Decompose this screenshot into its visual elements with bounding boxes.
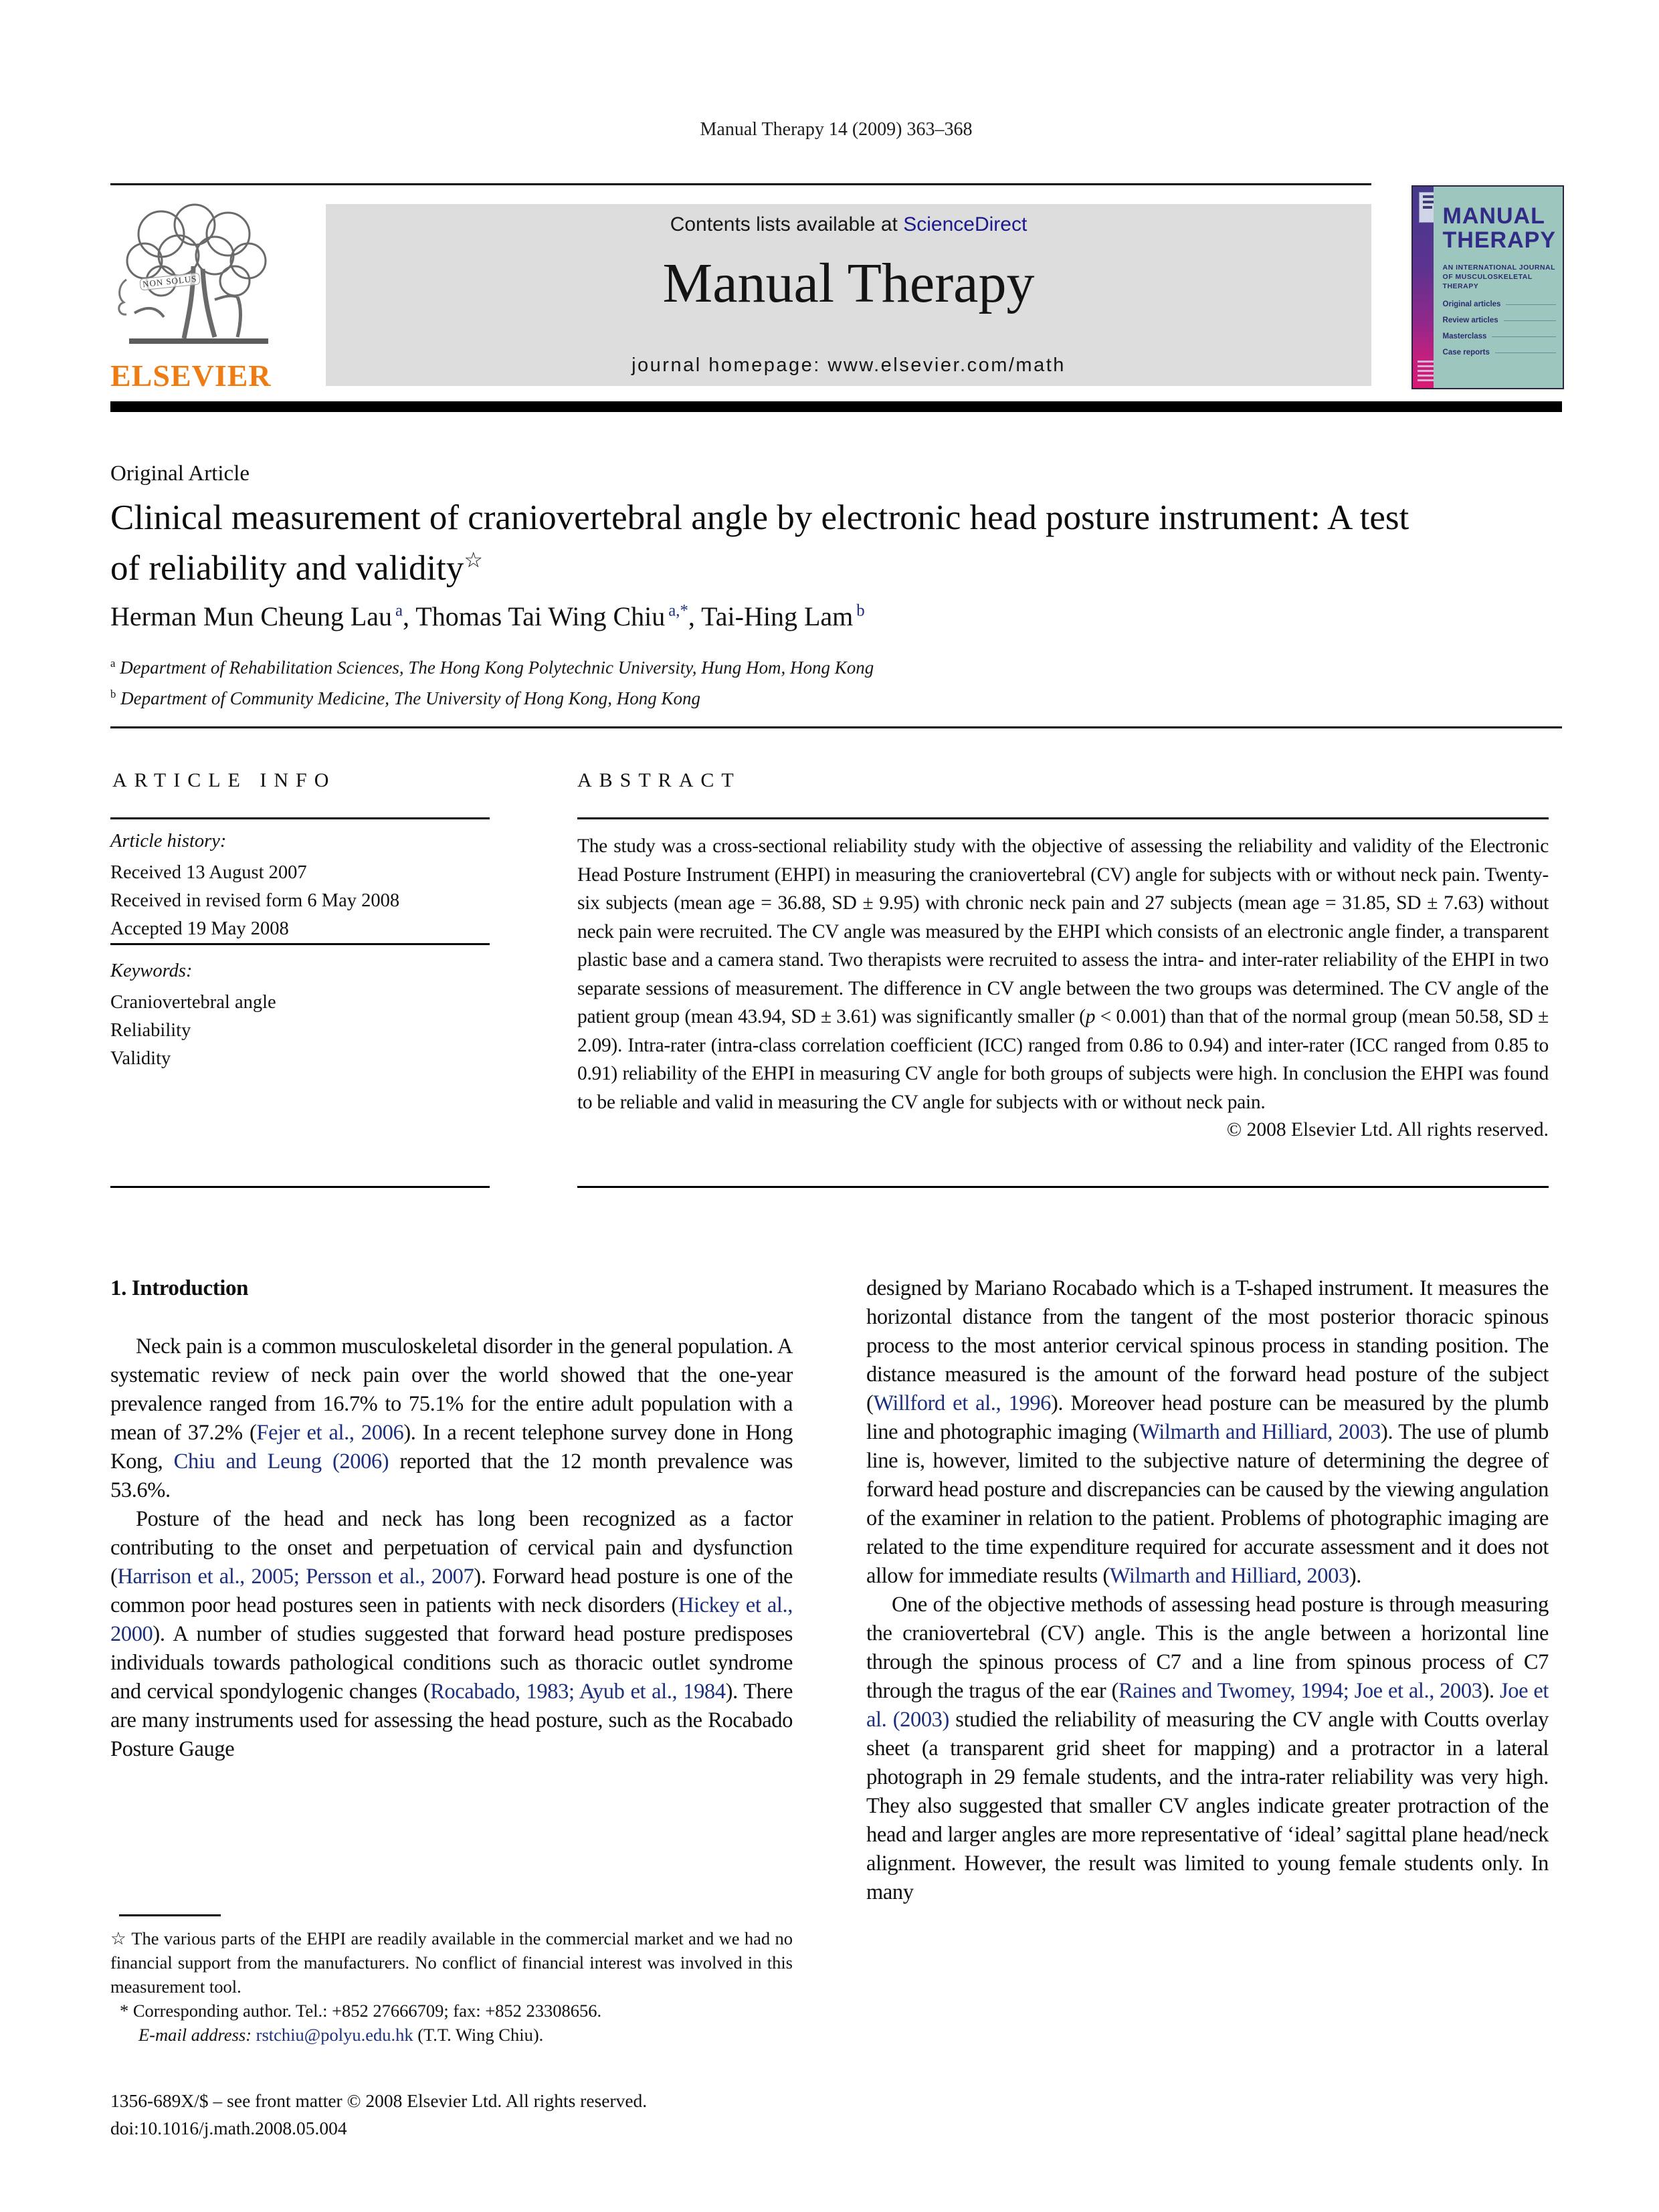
- body-column-left: 1. Introduction Neck pain is a common mu…: [110, 1274, 793, 1764]
- keywords-list: Craniovertebral angle Reliability Validity: [110, 989, 525, 1073]
- article-info-top-rule: [110, 817, 490, 819]
- paper-title: Clinical measurement of craniovertebral …: [110, 496, 1435, 590]
- body-column-right: designed by Mariano Rocabado which is a …: [866, 1274, 1549, 1907]
- abstract-block: The study was a cross-sectional reliabil…: [577, 832, 1549, 1141]
- intro-paragraph: Neck pain is a common musculoskeletal di…: [110, 1334, 793, 1502]
- citation-link[interactable]: Hickey et al., 2000: [110, 1593, 793, 1646]
- article-history-item: Received in revised form 6 May 2008: [110, 890, 400, 911]
- cover-item: Original articles: [1443, 300, 1556, 308]
- header-top-rule: [110, 183, 1371, 185]
- footnote-block: ☆ The various parts of the EHPI are read…: [110, 1926, 793, 2047]
- journal-homepage-link[interactable]: journal homepage: www.elsevier.com/math: [631, 355, 1066, 376]
- title-footnote-star-icon[interactable]: ☆: [464, 548, 483, 572]
- citation-link[interactable]: Wilmarth and Hilliard, 2003: [1109, 1564, 1349, 1588]
- doi-line[interactable]: doi:10.1016/j.math.2008.05.004: [110, 2118, 347, 2138]
- elsevier-wordmark: ELSEVIER: [110, 359, 272, 393]
- issn-copyright-line: 1356-689X/$ – see front matter © 2008 El…: [110, 2090, 648, 2111]
- citation-link[interactable]: Raines and Twomey, 1994; Joe et al., 200…: [1118, 1679, 1482, 1703]
- article-history-item: Accepted 19 May 2008: [110, 918, 289, 939]
- author-separator: ,: [688, 601, 702, 631]
- section-heading-introduction: 1. Introduction: [110, 1276, 249, 1300]
- cover-item: Case reports: [1443, 348, 1556, 357]
- intro-paragraph: One of the objective methods of assessin…: [866, 1593, 1549, 1904]
- header-thick-bar: [110, 401, 1562, 412]
- article-type-label: Original Article: [110, 462, 250, 486]
- citation-link[interactable]: Joe et al. (2003): [866, 1679, 1549, 1732]
- intro-paragraph: designed by Mariano Rocabado which is a …: [866, 1276, 1549, 1588]
- author-name: Thomas Tai Wing Chiu: [415, 601, 666, 631]
- keywords-label: Keywords:: [110, 961, 193, 981]
- keyword-item: Validity: [110, 1048, 171, 1069]
- abstract-top-rule: [577, 817, 1549, 819]
- contents-line-prefix: Contents lists available at: [670, 213, 904, 235]
- contents-line: Contents lists available at ScienceDirec…: [326, 213, 1371, 236]
- affiliation-list: a Department of Rehabilitation Sciences,…: [110, 650, 1448, 712]
- cover-item: Masterclass: [1443, 332, 1556, 340]
- footnote-divider-rule: [119, 1914, 221, 1916]
- title-block-rule: [110, 726, 1562, 728]
- elsevier-logo: NON SOLUS ELSEVIER: [110, 198, 291, 393]
- author-separator: ,: [403, 601, 416, 631]
- abstract-bottom-rule: [577, 1186, 1549, 1188]
- affiliation-mark: a: [110, 657, 116, 670]
- sciencedirect-link[interactable]: ScienceDirect: [903, 213, 1028, 235]
- cover-subtitle-line2: OF MUSCULOSKELETAL THERAPY: [1442, 273, 1533, 290]
- author-affiliation-mark[interactable]: a,*: [665, 601, 688, 620]
- affiliation-mark: b: [110, 688, 116, 700]
- affiliation-line: b Department of Community Medicine, The …: [110, 681, 1448, 712]
- journal-masthead: Contents lists available at ScienceDirec…: [326, 204, 1371, 386]
- cover-title-line1: MANUAL: [1442, 203, 1545, 229]
- abstract-copyright: © 2008 Elsevier Ltd. All rights reserved…: [1226, 1119, 1549, 1140]
- author-affiliation-mark[interactable]: a: [392, 601, 403, 620]
- article-history-list: Received 13 August 2007 Received in revis…: [110, 859, 525, 943]
- cover-item-list: Original articles Review articles Mastercl…: [1443, 300, 1556, 357]
- cover-title-line2: THERAPY: [1442, 227, 1556, 253]
- running-head-citation: Manual Therapy 14 (2009) 363–368: [700, 119, 973, 140]
- cover-main-panel: MANUAL THERAPY AN INTERNATIONAL JOURNAL …: [1433, 187, 1563, 388]
- article-info-heading: ARTICLE INFO: [112, 769, 336, 791]
- journal-cover-thumbnail[interactable]: MANUAL THERAPY AN INTERNATIONAL JOURNAL …: [1411, 185, 1564, 389]
- italic-text: p: [1085, 1006, 1096, 1027]
- footnote-email-line: E-mail address: rstchiu@polyu.edu.hk (T.…: [138, 2025, 544, 2045]
- citation-link[interactable]: Chiu and Leung (2006): [173, 1449, 389, 1474]
- affiliation-line: a Department of Rehabilitation Sciences,…: [110, 650, 1448, 681]
- footnote-star-note: ☆ The various parts of the EHPI are read…: [110, 1928, 793, 1997]
- abstract-heading: ABSTRACT: [577, 769, 741, 791]
- italic-text: E-mail address:: [138, 2025, 252, 2045]
- cover-subtitle: AN INTERNATIONAL JOURNAL OF MUSCULOSKELE…: [1443, 263, 1556, 291]
- article-history-item: Received 13 August 2007: [110, 862, 307, 883]
- intro-paragraph: Posture of the head and neck has long be…: [110, 1507, 793, 1761]
- cover-small-print: [1418, 358, 1446, 381]
- imprint-block: 1356-689X/$ – see front matter © 2008 El…: [110, 2087, 846, 2142]
- article-info-bottom-rule: [110, 1186, 490, 1188]
- keyword-item: Reliability: [110, 1020, 191, 1041]
- citation-link[interactable]: Harrison et al., 2005; Persson et al., 2…: [117, 1565, 474, 1589]
- keyword-item: Craniovertebral angle: [110, 992, 276, 1013]
- cover-subtitle-line1: AN INTERNATIONAL JOURNAL: [1442, 264, 1556, 272]
- email-link[interactable]: rstchiu@polyu.edu.hk: [256, 2025, 413, 2045]
- abstract-text: The study was a cross-sectional reliabil…: [577, 835, 1549, 1113]
- paper-title-text: Clinical measurement of craniovertebral …: [110, 498, 1409, 588]
- citation-link[interactable]: Wilmarth and Hilliard, 2003: [1139, 1420, 1381, 1444]
- affiliation-text: Department of Community Medicine, The Un…: [116, 688, 701, 708]
- article-info-mid-rule: [110, 943, 490, 945]
- cover-item: Review articles: [1443, 316, 1556, 324]
- author-name: Herman Mun Cheung Lau: [110, 601, 393, 631]
- footnote-corresponding-author: * Corresponding author. Tel.: +852 27666…: [120, 2001, 602, 2021]
- author-line: Herman Mun Cheung Lau a, Thomas Tai Wing…: [110, 601, 1448, 632]
- affiliation-text: Department of Rehabilitation Sciences, T…: [115, 658, 874, 678]
- citation-link[interactable]: Willford et al., 1996: [873, 1391, 1051, 1415]
- citation-link[interactable]: Rocabado, 1983; Ayub et al., 1984: [430, 1680, 726, 1704]
- cover-gradient-strip: [1413, 187, 1446, 388]
- journal-title: Manual Therapy: [662, 252, 1035, 314]
- author-affiliation-mark[interactable]: b: [853, 601, 865, 620]
- article-history-label: Article history:: [110, 831, 227, 851]
- author-name: Tai-Hing Lam: [701, 601, 854, 631]
- citation-link[interactable]: Fejer et al., 2006: [256, 1421, 404, 1445]
